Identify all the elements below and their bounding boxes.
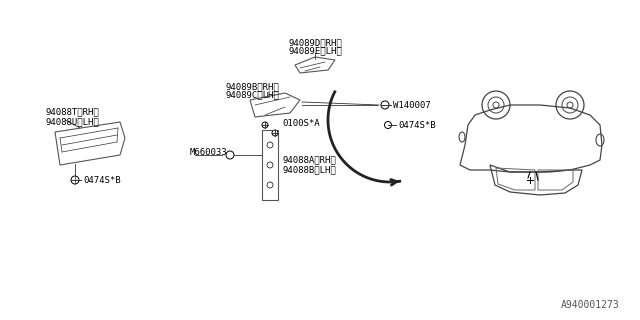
Text: 94089B〈RH〉: 94089B〈RH〉 [225, 83, 279, 92]
Text: 94088A〈RH〉: 94088A〈RH〉 [282, 156, 336, 164]
Text: W140007: W140007 [393, 100, 431, 109]
Text: 0474S*B: 0474S*B [398, 121, 436, 130]
Text: 94089D〈RH〉: 94089D〈RH〉 [288, 38, 342, 47]
Text: 94088B〈LH〉: 94088B〈LH〉 [282, 165, 336, 174]
Text: A940001273: A940001273 [561, 300, 620, 310]
Text: 0100S*A: 0100S*A [282, 118, 319, 127]
Text: 94089E〈LH〉: 94089E〈LH〉 [288, 46, 342, 55]
Text: 94088U〈LH〉: 94088U〈LH〉 [45, 117, 99, 126]
Text: 94089C〈LH〉: 94089C〈LH〉 [225, 91, 279, 100]
Text: M660033: M660033 [190, 148, 228, 156]
Text: 94088T〈RH〉: 94088T〈RH〉 [45, 108, 99, 116]
Text: 0474S*B: 0474S*B [83, 175, 120, 185]
